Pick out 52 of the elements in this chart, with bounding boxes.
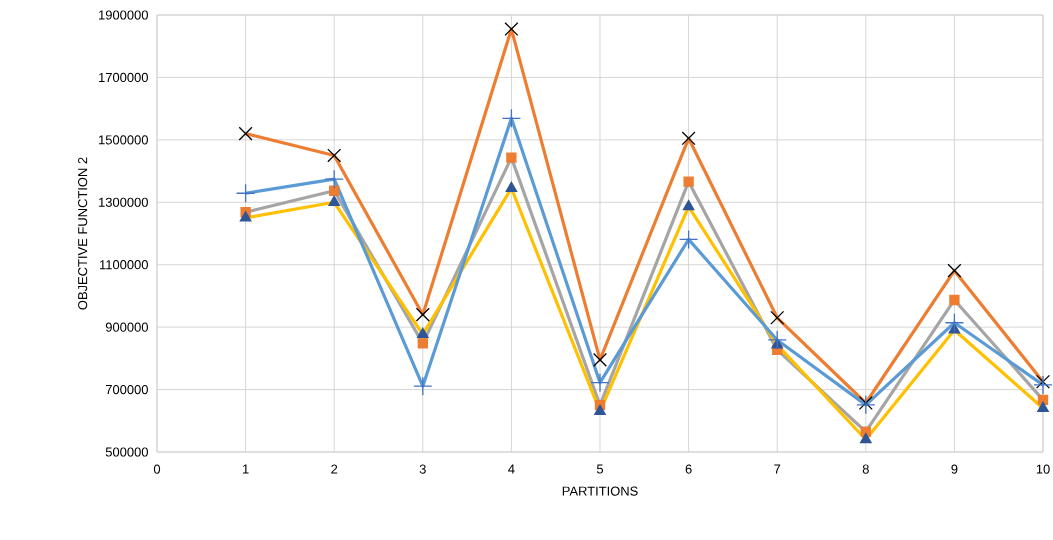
x-tick-label: 3 (419, 464, 426, 474)
point (505, 181, 518, 192)
x-tick-label: 7 (774, 464, 781, 474)
x-tick-label: 2 (331, 464, 338, 474)
x-tick-label: 9 (951, 464, 958, 474)
y-tick-label: 1300000 (99, 197, 148, 207)
point (859, 432, 872, 444)
y-tick-label: 1100000 (100, 260, 148, 270)
point (506, 152, 517, 163)
point (678, 229, 699, 250)
y-tick-label: 700000 (105, 384, 148, 395)
point (949, 294, 960, 306)
point (328, 195, 341, 206)
point (235, 183, 256, 203)
point (682, 200, 695, 211)
y-tick-label: 900000 (105, 322, 148, 332)
y-tick-label: 1700000 (99, 72, 148, 83)
y-tick-label: 1900000 (99, 10, 148, 20)
x-tick-label: 6 (685, 464, 692, 474)
point (501, 108, 522, 128)
point (416, 327, 429, 338)
point (592, 352, 608, 367)
point (413, 376, 433, 396)
x-tick-label: 10 (1036, 464, 1050, 474)
x-axis-title: PARTITIONS (562, 486, 638, 496)
point (327, 148, 342, 163)
y-tick-label: 500000 (105, 447, 148, 457)
point (594, 404, 606, 416)
point (947, 263, 962, 278)
point (504, 22, 519, 37)
point (767, 330, 787, 350)
point (590, 373, 610, 393)
point (1033, 375, 1053, 395)
point (238, 126, 253, 141)
x-tick-label: 8 (862, 464, 869, 474)
point (770, 310, 785, 325)
point (1036, 374, 1051, 389)
point (324, 169, 344, 189)
point (239, 211, 252, 222)
x-tick-label: 0 (153, 464, 161, 474)
point (329, 185, 340, 196)
point (417, 338, 428, 349)
point (683, 176, 694, 187)
x-tick-label: 5 (596, 464, 604, 474)
point (944, 313, 965, 333)
point (415, 307, 430, 322)
point (681, 131, 696, 146)
x-tick-label: 4 (508, 464, 515, 474)
y-axis-title: OBJECTIVE FUNCTION 2 (78, 157, 88, 310)
y-tick-label: 1500000 (99, 135, 148, 145)
x-tick-label: 1 (242, 464, 249, 474)
point (1037, 401, 1049, 412)
